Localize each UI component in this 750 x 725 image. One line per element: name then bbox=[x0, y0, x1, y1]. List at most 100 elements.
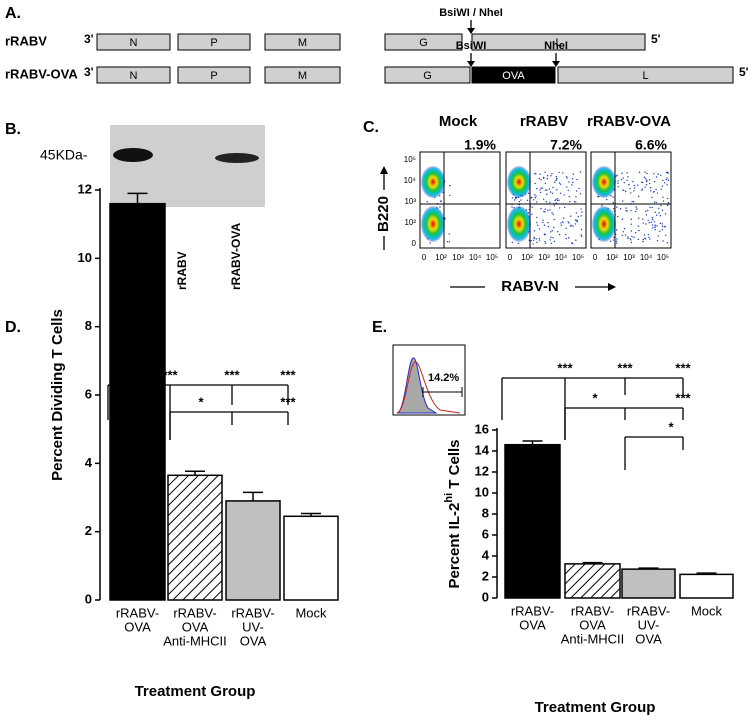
flow-event bbox=[530, 240, 532, 242]
flow-event bbox=[567, 221, 569, 223]
flow-event bbox=[526, 199, 529, 202]
flow-event bbox=[667, 179, 670, 181]
flow-event bbox=[645, 184, 648, 186]
inset-curve bbox=[396, 361, 461, 414]
flow-event bbox=[531, 213, 533, 215]
site-label: BsiWI bbox=[456, 40, 487, 52]
flow-event bbox=[544, 233, 546, 236]
gene-box bbox=[557, 66, 734, 84]
flow-event bbox=[649, 206, 651, 209]
x-tick-label: Anti-MHCII bbox=[561, 631, 625, 646]
flow-event bbox=[631, 235, 633, 238]
inset-label: 14.2% bbox=[428, 372, 459, 384]
bar bbox=[167, 474, 223, 601]
gene-label: G bbox=[419, 37, 428, 49]
significance: *** bbox=[280, 394, 296, 409]
panel-label: D. bbox=[5, 319, 21, 336]
flow-event bbox=[627, 237, 629, 239]
significance: *** bbox=[675, 360, 691, 375]
x-tick-label: Mock bbox=[691, 603, 723, 618]
flow-event bbox=[551, 173, 553, 175]
flow-event bbox=[558, 199, 560, 201]
flow-event bbox=[621, 172, 623, 175]
x-tick-label: 10³ bbox=[623, 253, 635, 262]
flow-event bbox=[540, 179, 542, 181]
flow-event bbox=[448, 241, 451, 243]
flow-event bbox=[626, 172, 628, 174]
flow-event bbox=[538, 228, 541, 230]
flow-event bbox=[544, 171, 546, 173]
significance: *** bbox=[280, 367, 296, 382]
gene-label: OVA bbox=[502, 70, 525, 82]
flow-population bbox=[507, 206, 531, 242]
gene-box bbox=[264, 66, 341, 84]
flow-event bbox=[653, 173, 655, 175]
flow-event bbox=[666, 242, 669, 244]
arrow-head bbox=[608, 283, 616, 291]
x-tick-label: OVA bbox=[579, 617, 606, 632]
flow-event bbox=[667, 202, 670, 204]
flow-event bbox=[642, 240, 644, 243]
flow-event bbox=[580, 228, 583, 231]
gene-box bbox=[264, 33, 341, 51]
gene-label: N bbox=[130, 37, 138, 49]
flow-event bbox=[560, 224, 563, 226]
flow-event bbox=[553, 205, 555, 207]
flow-event bbox=[622, 231, 625, 233]
flow-event bbox=[511, 206, 513, 208]
gene-label: P bbox=[210, 70, 217, 82]
flow-event bbox=[621, 218, 624, 221]
flow-event bbox=[570, 242, 573, 244]
flow-event bbox=[633, 236, 635, 238]
flow-event bbox=[648, 222, 650, 224]
gene-box bbox=[384, 33, 463, 51]
flow-event bbox=[575, 196, 577, 198]
x-tick-label: 10³ bbox=[538, 253, 550, 262]
flow-event bbox=[551, 212, 553, 214]
flow-event bbox=[551, 229, 553, 232]
y-tick-label: 10 bbox=[78, 250, 92, 265]
flow-event bbox=[619, 208, 622, 210]
flow-event bbox=[542, 219, 544, 221]
flow-event bbox=[661, 223, 663, 225]
gene-box bbox=[471, 33, 646, 51]
flow-event bbox=[623, 189, 625, 192]
flow-event bbox=[550, 236, 552, 238]
significance: * bbox=[198, 394, 204, 409]
flow-event bbox=[533, 172, 536, 175]
flow-event bbox=[539, 189, 541, 191]
construct-name: rRABV-OVA bbox=[5, 66, 78, 81]
flow-event bbox=[666, 204, 669, 206]
flow-event bbox=[645, 178, 647, 180]
bar bbox=[621, 568, 676, 599]
flow-event bbox=[645, 210, 647, 212]
flow-event bbox=[536, 241, 538, 244]
flow-event bbox=[429, 242, 431, 244]
flow-event bbox=[446, 241, 449, 243]
flow-event bbox=[665, 171, 668, 174]
x-tick-label: Anti-MHCII bbox=[163, 633, 227, 648]
error-bar bbox=[638, 567, 659, 570]
flow-event bbox=[642, 222, 644, 224]
flow-event bbox=[633, 184, 635, 187]
flow-event bbox=[535, 195, 537, 197]
flow-event bbox=[647, 234, 650, 236]
flow-event bbox=[637, 184, 639, 186]
flow-event bbox=[641, 189, 643, 192]
flow-event bbox=[547, 225, 550, 228]
flow-event bbox=[544, 182, 547, 184]
flow-event bbox=[574, 223, 577, 225]
flow-event bbox=[615, 242, 618, 244]
flow-event bbox=[551, 192, 554, 194]
lane-label: rRABV-OVA bbox=[229, 223, 243, 290]
flow-event bbox=[617, 215, 619, 218]
flow-event bbox=[664, 182, 666, 184]
axis-label: B220 bbox=[375, 196, 392, 232]
panel-label: E. bbox=[372, 319, 387, 336]
sample-title: rRABV-OVA bbox=[587, 113, 671, 130]
flow-event bbox=[574, 219, 577, 221]
flow-event bbox=[565, 227, 567, 230]
flow-event bbox=[558, 207, 561, 209]
flow-event bbox=[568, 195, 571, 198]
flow-event bbox=[626, 179, 628, 181]
